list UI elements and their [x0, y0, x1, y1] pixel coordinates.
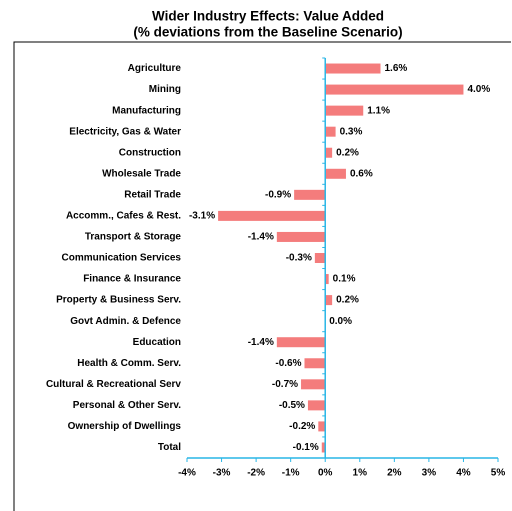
bar	[325, 295, 333, 306]
x-tick-label: 1%	[353, 468, 368, 479]
data-label: 1.6%	[385, 63, 408, 74]
data-label: -0.5%	[279, 400, 305, 411]
bar	[325, 168, 346, 179]
y-tick-label: Health & Comm. Serv.	[77, 358, 181, 369]
bar	[321, 442, 326, 453]
y-tick-label: Ownership of Dwellings	[68, 421, 182, 432]
bar	[276, 231, 326, 242]
data-label: 1.1%	[367, 105, 390, 116]
frame	[13, 41, 511, 511]
bar	[325, 126, 336, 137]
data-label: -1.4%	[248, 232, 274, 243]
data-label: -0.3%	[286, 253, 312, 264]
data-label: 0.6%	[350, 168, 373, 179]
x-tick-label: -2%	[247, 468, 265, 479]
bar	[294, 189, 326, 200]
y-tick-label: Communication Services	[62, 253, 182, 264]
y-tick-label: Wholesale Trade	[102, 168, 181, 179]
x-tick-label: -4%	[178, 468, 196, 479]
data-label: -1.4%	[248, 337, 274, 348]
y-tick-label: Cultural & Recreational Serv	[46, 379, 181, 390]
y-tick-label: Finance & Insurance	[83, 274, 181, 285]
data-label: -0.1%	[293, 442, 319, 453]
y-tick-label: Personal & Other Serv.	[73, 400, 181, 411]
bar	[318, 421, 326, 432]
data-label: 0.0%	[329, 316, 352, 327]
data-label: -0.7%	[272, 379, 298, 390]
data-label: 0.2%	[336, 295, 359, 306]
y-tick-label: Electricity, Gas & Water	[69, 126, 181, 137]
bar	[325, 84, 464, 95]
y-tick-label: Education	[133, 337, 181, 348]
y-tick-label: Construction	[119, 147, 181, 158]
x-tick-label: 4%	[456, 468, 471, 479]
x-tick-label: 5%	[491, 468, 506, 479]
bar	[304, 358, 326, 369]
data-label: -0.2%	[289, 421, 315, 432]
y-tick-label: Transport & Storage	[85, 232, 182, 243]
bar	[307, 400, 326, 411]
bar	[218, 210, 326, 221]
data-label: -3.1%	[189, 211, 215, 222]
bar	[301, 379, 326, 390]
bar	[325, 274, 329, 285]
x-tick-label: -3%	[213, 468, 231, 479]
x-tick-label: 0%	[318, 468, 333, 479]
y-tick-label: Property & Business Serv.	[56, 295, 181, 306]
y-tick-label: Manufacturing	[112, 105, 181, 116]
y-tick-label: Govt Admin. & Defence	[70, 316, 181, 327]
bar	[276, 337, 326, 348]
y-tick-label: Agriculture	[128, 63, 182, 74]
x-tick-label: 3%	[422, 468, 437, 479]
bar	[325, 63, 381, 74]
data-label: -0.6%	[275, 358, 301, 369]
bar	[314, 253, 326, 263]
bar	[325, 147, 333, 158]
x-tick-label: -1%	[282, 468, 300, 479]
chart-subtitle: (% deviations from the Baseline Scenario…	[133, 25, 402, 40]
chart-title: Wider Industry Effects: Value Added	[152, 9, 384, 24]
bar	[325, 105, 364, 116]
y-tick-label: Accomm., Cafes & Rest.	[66, 211, 181, 222]
y-tick-label: Total	[158, 442, 181, 453]
data-label: 0.1%	[333, 274, 356, 285]
y-tick-label: Retail Trade	[124, 189, 181, 200]
y-tick-label: Mining	[149, 84, 181, 95]
x-tick-label: 2%	[387, 468, 402, 479]
data-label: 0.3%	[340, 126, 363, 137]
data-label: 0.2%	[336, 147, 359, 158]
data-label: 4.0%	[467, 84, 490, 95]
data-label: -0.9%	[265, 189, 291, 200]
